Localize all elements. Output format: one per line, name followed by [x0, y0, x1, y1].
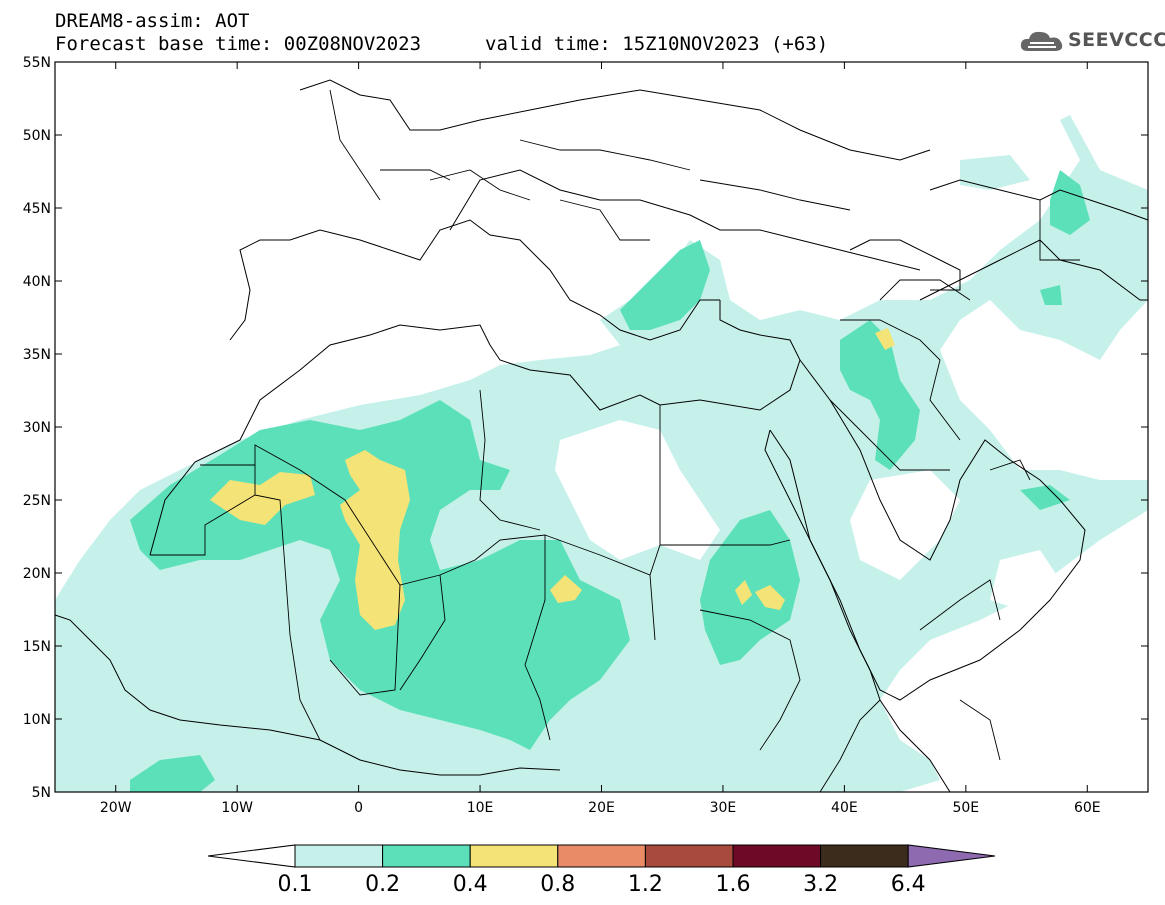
- colorbar-label: 0.8: [540, 872, 575, 897]
- aot-field-clear: [460, 420, 1060, 710]
- colorbar-swatch: [732, 844, 822, 868]
- colorbar-swatch: [294, 844, 384, 868]
- lat-label: 50N: [23, 128, 51, 144]
- lon-label: 10W: [221, 800, 253, 816]
- lat-label: 25N: [23, 493, 51, 509]
- forecast-base-time: Forecast base time: 00Z08NOV2023: [55, 33, 422, 55]
- colorbar-swatch: [820, 844, 909, 868]
- lat-label: 15N: [23, 639, 51, 655]
- colorbar-label: 0.4: [453, 872, 488, 897]
- lat-label: 10N: [23, 712, 51, 728]
- colorbar-swatch: [557, 844, 646, 868]
- lon-label: 20E: [588, 800, 615, 816]
- lon-label: 50E: [952, 800, 979, 816]
- seevccc-logo: SEEVCCC: [1018, 27, 1165, 55]
- lat-label: 55N: [23, 55, 51, 71]
- colorbar-label: 0.2: [365, 872, 400, 897]
- colorbar-label: 1.2: [628, 872, 663, 897]
- lon-label: 20W: [100, 800, 132, 816]
- map-plot-area: [54, 61, 1149, 793]
- colorbar-over-triangle: [907, 844, 996, 868]
- aot-field-high: [210, 328, 895, 630]
- colorbar-label: 1.6: [716, 872, 751, 897]
- longitude-axis: 20W 10W 0 10E 20E 30E 40E 50E 60E: [100, 62, 1101, 816]
- colorbar-swatch: [644, 844, 734, 868]
- lon-label: 0: [354, 800, 363, 816]
- colorbar-swatch: [469, 844, 559, 868]
- colorbar-swatch: [382, 844, 471, 868]
- colorbar-under-triangle: [207, 844, 296, 868]
- valid-time: valid time: 15Z10NOV2023 (+63): [485, 33, 829, 55]
- lon-label: 30E: [710, 800, 737, 816]
- colorbar: 0.1 0.2 0.4 0.8 1.2 1.6 3.2 6.4: [207, 844, 996, 897]
- lat-label: 45N: [23, 201, 51, 217]
- lat-label: 35N: [23, 347, 51, 363]
- coastlines: [54, 79, 1149, 793]
- colorbar-label: 0.1: [278, 872, 313, 897]
- lon-label: 60E: [1074, 800, 1101, 816]
- colorbar-label: 6.4: [891, 872, 926, 897]
- lat-label: 40N: [23, 274, 51, 290]
- lon-label: 40E: [831, 800, 858, 816]
- country-borders: [150, 89, 1080, 793]
- lat-label: 5N: [32, 785, 51, 801]
- lat-label: 30N: [23, 420, 51, 436]
- cloud-icon: [1020, 31, 1063, 51]
- lon-label: 10E: [467, 800, 494, 816]
- latitude-axis: 55N 50N 45N 40N 35N 30N 25N 20N 15N 10N 5N: [23, 55, 1148, 801]
- logo-text: SEEVCCC: [1068, 29, 1165, 51]
- map-title: DREAM8-assim: AOT: [55, 10, 250, 32]
- lat-label: 20N: [23, 566, 51, 582]
- colorbar-label: 3.2: [803, 872, 838, 897]
